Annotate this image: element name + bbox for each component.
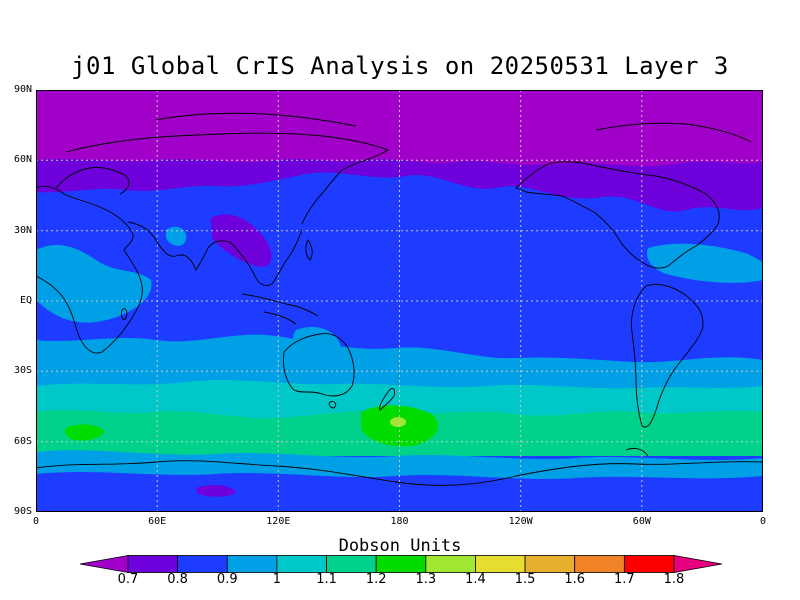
colorbar — [80, 555, 722, 573]
colorbar-swatch — [524, 555, 576, 573]
graticule — [36, 90, 763, 512]
colorbar-tick-label: 0.8 — [167, 572, 188, 587]
lon-tick-label: 0 — [759, 516, 767, 527]
lat-tick-label: 60N — [13, 154, 32, 166]
colorbar-tick-label: 1.5 — [514, 572, 536, 587]
colorbar-low-triangle — [80, 555, 129, 573]
colorbar-swatch — [375, 555, 427, 573]
map-title: j01 Global CrIS Analysis on 20250531 Lay… — [71, 52, 729, 80]
lon-tick-label: 0 — [32, 516, 40, 527]
colorbar-swatch — [425, 555, 476, 573]
colorbar-title: Dobson Units — [338, 536, 462, 556]
colorbar-tick-label: 0.9 — [216, 572, 238, 587]
colorbar-tick-label: 1.7 — [614, 572, 635, 587]
lat-tick-label: EQ — [19, 295, 32, 306]
colorbar-swatch — [226, 555, 278, 573]
colorbar-swatch — [623, 555, 675, 573]
lon-tick-label: 60E — [148, 516, 167, 527]
lon-tick-label: 180 — [390, 516, 409, 527]
colorbar-tick-label: 1.4 — [465, 572, 486, 587]
coastlines — [36, 112, 763, 486]
lon-tick-label: 60W — [632, 516, 651, 527]
lon-tick-label: 120E — [266, 516, 291, 527]
lon-tick-label: 120W — [508, 516, 533, 527]
colorbar-swatch — [475, 555, 526, 573]
map-border — [36, 90, 763, 512]
colorbar-swatch — [177, 555, 228, 573]
lat-tick-label: 60S — [13, 435, 32, 447]
colorbar-swatch — [326, 555, 377, 573]
colorbar-high-triangle — [673, 555, 722, 573]
colorbar-swatch — [574, 555, 625, 573]
colorbar-tick-label: 0.7 — [117, 572, 139, 587]
colorbar-tick-label: 1.8 — [663, 572, 685, 587]
colorbar-tick-label: 1.2 — [365, 572, 387, 587]
colorbar-tick-label: 1.1 — [316, 572, 337, 587]
colorbar-tick-label: 1 — [272, 572, 282, 587]
lat-tick-label: 30N — [13, 224, 32, 236]
lat-tick-label: 30S — [13, 365, 32, 377]
lat-tick-label: 90S — [13, 506, 32, 517]
colorbar-swatch — [276, 555, 327, 573]
colorbar-swatch — [127, 555, 179, 573]
lat-tick-label: 90N — [13, 84, 32, 95]
colorbar-tick-label: 1.3 — [415, 572, 437, 587]
global-ozone-map — [36, 90, 763, 512]
colorbar-tick-label: 1.6 — [564, 572, 586, 587]
